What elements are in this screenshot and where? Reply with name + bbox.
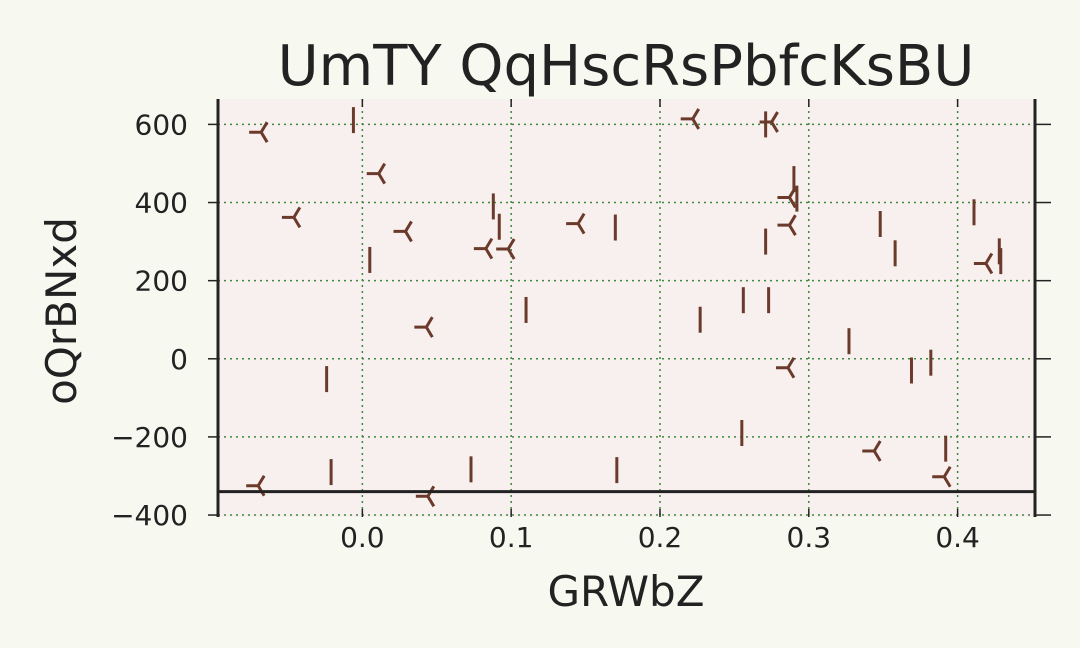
tri-left-point <box>862 440 882 462</box>
tri-left-point <box>249 121 269 143</box>
tri-left-point <box>973 252 994 275</box>
axis-ticks: 0.0 0.1 0.2 0.3 0.4 −400 −200 0 200 400 600 <box>111 99 1051 554</box>
x-tick-label: 0.2 <box>638 521 683 554</box>
y-tick-label: −200 <box>111 421 188 454</box>
chart-title: UmTY QqHscRsPbfcKsBU <box>278 34 975 99</box>
x-axis-label: GRWbZ <box>548 567 705 616</box>
tri-left-point <box>775 356 796 379</box>
y-tick-label: 0 <box>170 343 188 376</box>
data-points <box>246 107 1003 508</box>
tri-left-point <box>366 162 387 185</box>
tri-left-point <box>393 220 413 243</box>
grid <box>218 99 1035 517</box>
y-tick-label: 600 <box>135 108 188 141</box>
tri-left-point <box>496 238 516 260</box>
axes-frame <box>216 99 1037 517</box>
tri-left-point <box>414 316 434 338</box>
x-tick-label: 0.1 <box>489 521 534 554</box>
y-tick-label: 400 <box>135 187 188 220</box>
tri-left-point <box>680 108 701 130</box>
tri-left-point <box>566 212 586 235</box>
x-tick-label: 0.0 <box>340 521 385 554</box>
tri-left-point <box>473 237 494 260</box>
x-tick-label: 0.4 <box>935 521 980 554</box>
y-tick-label: 200 <box>135 265 188 298</box>
tri-left-point <box>932 465 952 488</box>
plot-area <box>218 99 1035 517</box>
y-axis-label: oQrBNxd <box>37 217 86 405</box>
y-tick-label: −400 <box>111 499 188 532</box>
tri-left-point <box>281 206 302 229</box>
x-tick-label: 0.3 <box>787 521 832 554</box>
tri-left-point <box>777 214 797 236</box>
